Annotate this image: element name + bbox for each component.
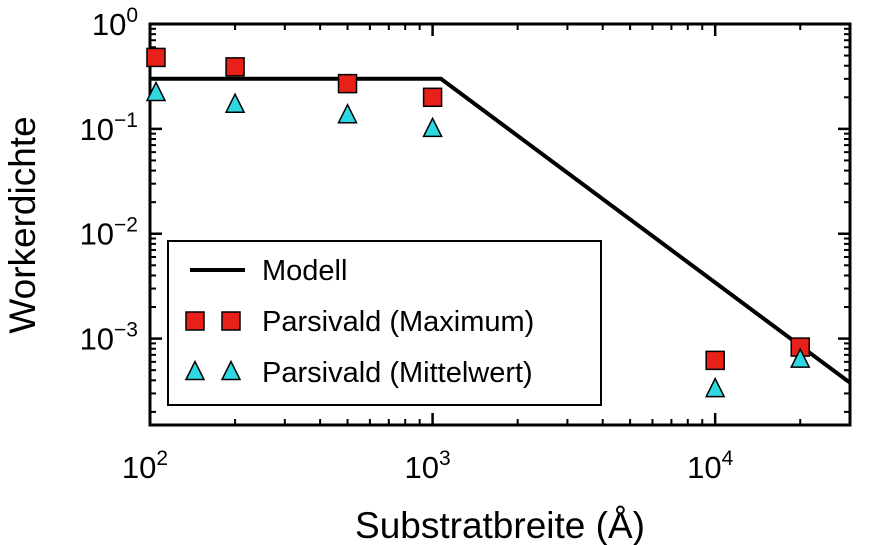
y-tick-label: 10−1 <box>80 109 138 147</box>
y-axis-label: Workerdichte <box>2 116 43 333</box>
legend: Modell Parsivald (Maximum) Parsivald (Mitt… <box>167 240 602 406</box>
y-tick-base: 10 <box>92 7 126 42</box>
mean-marker <box>704 376 726 398</box>
maximum-marker <box>146 47 166 68</box>
legend-items: Modell Parsivald (Maximum) Parsivald (Mitt… <box>184 255 534 389</box>
y-tick-label: 100 <box>92 4 138 42</box>
minor-ticks <box>150 24 851 425</box>
legend-marker-swatch <box>221 311 241 331</box>
maximum-marker <box>705 350 725 371</box>
mean-marker <box>337 103 358 124</box>
x-tick-base: 10 <box>122 450 156 485</box>
y-tick-exponent: −1 <box>114 109 138 132</box>
legend-marker-swatch <box>184 359 206 381</box>
x-axis-label: Substratbreite (Å) <box>355 505 645 545</box>
legend-marker-swatch <box>220 359 242 381</box>
x-tick-exponent: 3 <box>439 447 451 470</box>
legend-marker-swatch <box>185 311 205 331</box>
mean-marker <box>224 92 246 113</box>
y-tick-exponent: −3 <box>114 319 138 342</box>
maximum-marker <box>337 73 358 94</box>
x-tick-exponent: 4 <box>722 447 734 470</box>
mean-marker <box>790 347 811 368</box>
y-tick-exponent: −2 <box>114 214 138 237</box>
major-ticks <box>148 22 850 425</box>
plot-frame <box>148 22 852 427</box>
mean-marker <box>145 80 167 102</box>
x-tick-label: 104 <box>687 447 733 485</box>
x-tick-base: 10 <box>687 450 721 485</box>
y-tick-exponent: 0 <box>126 4 138 27</box>
y-tick-base: 10 <box>80 112 114 147</box>
series-layer <box>145 47 850 398</box>
x-tick-base: 10 <box>405 450 439 485</box>
x-tick-label: 103 <box>405 447 451 485</box>
y-tick-label: 10−2 <box>80 214 138 252</box>
x-tick-exponent: 2 <box>156 447 168 470</box>
legend-label: Modell <box>262 255 347 287</box>
mean-marker <box>422 116 443 138</box>
y-tick-label: 10−3 <box>80 319 138 357</box>
model-line <box>150 76 850 385</box>
y-tick-base: 10 <box>80 322 114 357</box>
legend-label: Parsivald (Maximum) <box>262 306 534 338</box>
maximum-marker <box>225 57 245 77</box>
y-tick-base: 10 <box>80 217 114 252</box>
legend-label: Parsivald (Mittelwert) <box>262 357 533 389</box>
x-tick-label: 102 <box>122 447 168 485</box>
maximum-marker <box>422 87 443 108</box>
